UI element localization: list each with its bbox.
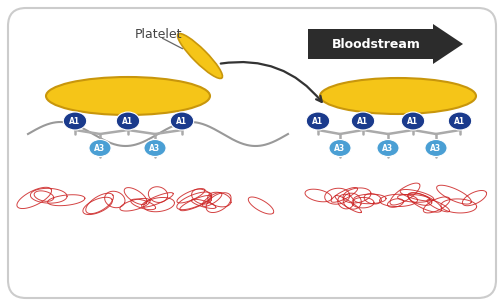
Ellipse shape: [377, 140, 399, 156]
Ellipse shape: [320, 78, 476, 114]
Ellipse shape: [329, 140, 351, 156]
Text: A1: A1: [70, 117, 81, 125]
Ellipse shape: [64, 112, 87, 130]
FancyArrow shape: [308, 24, 463, 64]
Ellipse shape: [116, 112, 140, 130]
Ellipse shape: [401, 112, 425, 130]
Text: A1: A1: [357, 117, 368, 125]
Ellipse shape: [170, 112, 194, 130]
Ellipse shape: [351, 112, 374, 130]
Ellipse shape: [89, 140, 111, 156]
Ellipse shape: [46, 77, 210, 115]
Ellipse shape: [425, 140, 447, 156]
Text: A3: A3: [335, 144, 346, 152]
FancyBboxPatch shape: [8, 8, 496, 298]
Text: A1: A1: [407, 117, 418, 125]
Text: A3: A3: [430, 144, 442, 152]
Text: A3: A3: [150, 144, 161, 152]
Text: Platelet: Platelet: [134, 28, 182, 40]
Ellipse shape: [177, 34, 222, 78]
Text: Bloodstream: Bloodstream: [332, 38, 420, 50]
Text: A1: A1: [312, 117, 324, 125]
Ellipse shape: [144, 140, 166, 156]
Text: A3: A3: [94, 144, 105, 152]
Text: A1: A1: [122, 117, 134, 125]
Text: A1: A1: [455, 117, 466, 125]
Ellipse shape: [448, 112, 472, 130]
Text: A3: A3: [383, 144, 394, 152]
Ellipse shape: [306, 112, 330, 130]
Text: A1: A1: [176, 117, 187, 125]
